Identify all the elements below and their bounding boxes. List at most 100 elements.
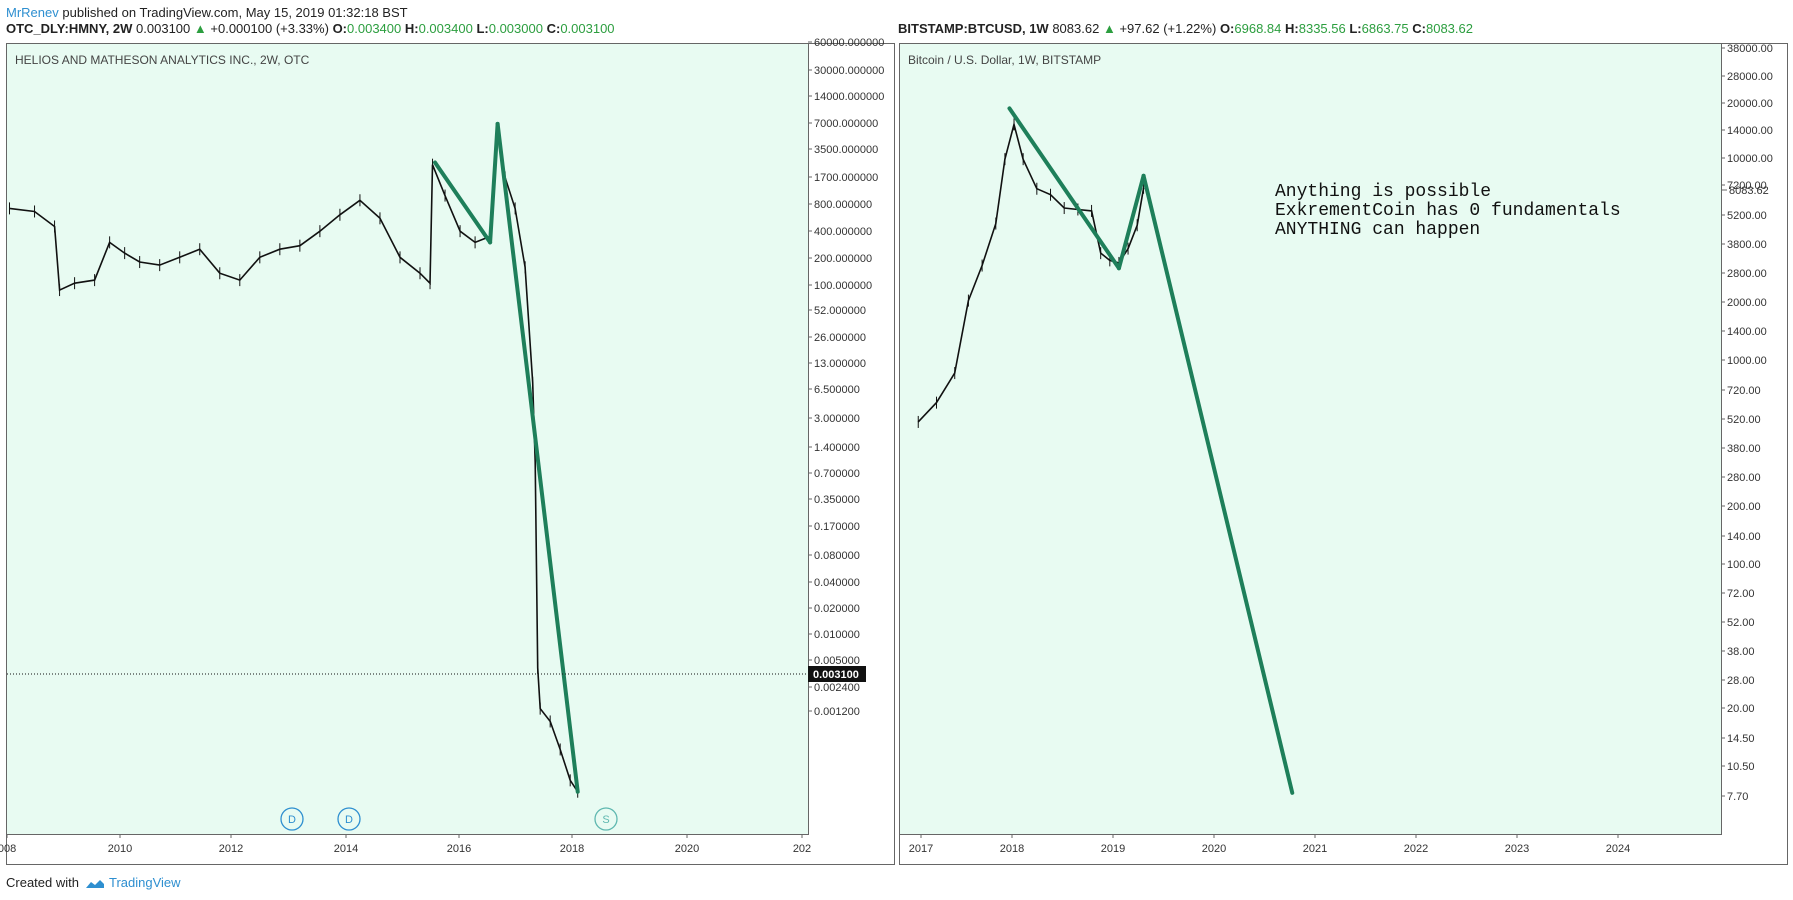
right-price: 8083.62 (1052, 21, 1100, 36)
right-y-tick-label: 5200.00 (1727, 210, 1767, 222)
right-y-tick-label: 380.00 (1727, 443, 1761, 455)
left-y-tick-label: 13.000000 (814, 358, 866, 370)
dividend-event-icon[interactable] (280, 807, 304, 831)
left-symbol[interactable]: OTC_DLY:HMNY, 2W (6, 21, 133, 36)
left-trend-line[interactable] (488, 121, 500, 245)
left-y-tick-label: 0.020000 (814, 603, 860, 615)
right-symbol[interactable]: BITSTAMP:BTCUSD, 1W (898, 21, 1049, 36)
author-link[interactable]: MrRenev (6, 5, 59, 20)
event-marker-label: D (345, 814, 353, 826)
right-x-tick-label: 2024 (1606, 843, 1630, 855)
right-y-tick-label: 520.00 (1727, 414, 1761, 426)
left-ohlc-value: 0.003400 (418, 21, 473, 36)
left-y-tick-label: 1.400000 (814, 442, 860, 454)
right-x-tick-label: 2017 (909, 843, 933, 855)
left-y-tick-label: 0.350000 (814, 494, 860, 506)
right-y-tick-label: 720.00 (1727, 385, 1761, 397)
left-ohlc-label: L: (476, 21, 489, 36)
left-y-tick-label: 7000.000000 (814, 118, 878, 130)
right-y-tick-label: 100.00 (1727, 559, 1761, 571)
right-chart-title: Bitcoin / U.S. Dollar, 1W, BITSTAMP (908, 53, 1102, 67)
right-y-tick-label: 28000.00 (1727, 71, 1773, 83)
right-y-tick-label: 52.00 (1727, 617, 1755, 629)
left-y-tick-label: 52.000000 (814, 305, 866, 317)
left-trend-line[interactable] (433, 160, 493, 245)
right-ohlc: O:6968.84 H:8335.56 L:6863.75 C:8083.62 (1220, 21, 1473, 36)
right-trend-line[interactable] (1007, 106, 1121, 271)
created-with-text: Created with (6, 875, 79, 890)
right-x-tick-label: 2021 (1303, 843, 1327, 855)
left-y-tick-label: 200.000000 (814, 253, 872, 265)
tradingview-brand-link[interactable]: TradingView (109, 875, 181, 890)
triangle-up-icon: ▲ (1102, 21, 1116, 36)
left-y-tick-label: 0.010000 (814, 629, 860, 641)
right-y-tick-label: 200.00 (1727, 501, 1761, 513)
chart-annotation: Anything is possible ExkrementCoin has 0… (1275, 182, 1621, 240)
right-plot-area[interactable] (900, 44, 1722, 835)
right-y-tick-label: 28.00 (1727, 675, 1755, 687)
left-y-tick-label: 0.700000 (814, 468, 860, 480)
left-y-tick-label: 60000.000000 (814, 37, 884, 49)
right-y-tick-label: 2000.00 (1727, 297, 1767, 309)
left-ohlc-value: 0.003000 (488, 21, 543, 36)
left-trend-line[interactable] (495, 121, 580, 794)
left-x-tick-label: 202 (793, 843, 811, 855)
event-marker-label: S (602, 814, 609, 826)
right-y-tick-label: 7.70 (1727, 791, 1748, 803)
left-y-tick-label: 30000.000000 (814, 65, 884, 77)
left-ohlc: O:0.003400 H:0.003400 L:0.003000 C:0.003… (333, 21, 615, 36)
left-x-tick-label: 2016 (447, 843, 471, 855)
right-price-series (917, 121, 1145, 423)
right-y-tick-label: 10.50 (1727, 761, 1755, 773)
footer: Created with TradingView (6, 875, 181, 890)
left-current-price-label: 0.003100 (813, 669, 859, 681)
right-y-tick-label: 20000.00 (1727, 98, 1773, 110)
right-y-tick-label: 1000.00 (1727, 355, 1767, 367)
dividend-event-icon[interactable] (337, 807, 361, 831)
right-x-tick-label: 2023 (1505, 843, 1529, 855)
publish-line: MrRenev published on TradingView.com, Ma… (6, 5, 408, 20)
left-y-tick-label: 3500.000000 (814, 144, 878, 156)
right-y-tick-label: 38000.00 (1727, 43, 1773, 55)
left-ohlc-label: C: (546, 21, 561, 36)
right-ohlc-value: 8083.62 (1425, 21, 1473, 36)
right-ohlc-label: L: (1349, 21, 1362, 36)
left-y-tick-label: 1700.000000 (814, 172, 878, 184)
right-y-tick-label: 38.00 (1727, 646, 1755, 658)
left-y-tick-label: 400.000000 (814, 226, 872, 238)
right-y-tick-label: 72.00 (1727, 588, 1755, 600)
tradingview-logo-icon (85, 879, 104, 888)
left-y-tick-label: 26.000000 (814, 332, 866, 344)
left-y-tick-label: 100.000000 (814, 280, 872, 292)
right-y-tick-label: 2800.00 (1727, 268, 1767, 280)
right-x-tick-label: 2022 (1404, 843, 1428, 855)
left-x-tick-label: 2012 (219, 843, 243, 855)
publish-info: published on TradingView.com, May 15, 20… (62, 5, 408, 20)
left-y-tick-label: 0.040000 (814, 577, 860, 589)
right-y-tick-label: 14.50 (1727, 733, 1755, 745)
right-change: +97.62 (+1.22%) (1119, 21, 1217, 36)
right-chart-svg: 38000.00 28000.00 20000.00 14000.00 10000.00… (909, 43, 1773, 855)
left-price: 0.003100 (136, 21, 191, 36)
right-chart-panel[interactable]: Bitcoin / U.S. Dollar, 1W, BITSTAMP 3800… (899, 43, 1788, 865)
left-symbol-bar: OTC_DLY:HMNY, 2W 0.003100 ▲ +0.000100 (+… (6, 21, 615, 36)
right-y-tick-label: 140.00 (1727, 531, 1761, 543)
left-ohlc-label: H: (404, 21, 419, 36)
left-y-tick-label: 800.000000 (814, 199, 872, 211)
left-ohlc-label: O: (332, 21, 348, 36)
right-y-tick-label: 10000.00 (1727, 153, 1773, 165)
right-x-tick-label: 2018 (1000, 843, 1024, 855)
left-y-tick-label: 0.005000 (814, 655, 860, 667)
left-y-tick-label: 6.500000 (814, 384, 860, 396)
left-y-tick-label: 0.002400 (814, 682, 860, 694)
left-y-tick-label: 0.170000 (814, 521, 860, 533)
right-trend-line[interactable] (1141, 173, 1295, 795)
split-event-icon[interactable] (594, 807, 618, 831)
right-trend-line[interactable] (1116, 173, 1146, 271)
right-y-tick-label: 14000.00 (1727, 125, 1773, 137)
triangle-up-icon: ▲ (193, 21, 207, 36)
left-plot-area[interactable] (7, 44, 809, 835)
left-y-tick-label: 0.080000 (814, 550, 860, 562)
left-chart-panel[interactable]: HELIOS AND MATHESON ANALYTICS INC., 2W, … (0, 37, 895, 865)
left-x-tick-label: 2014 (334, 843, 358, 855)
